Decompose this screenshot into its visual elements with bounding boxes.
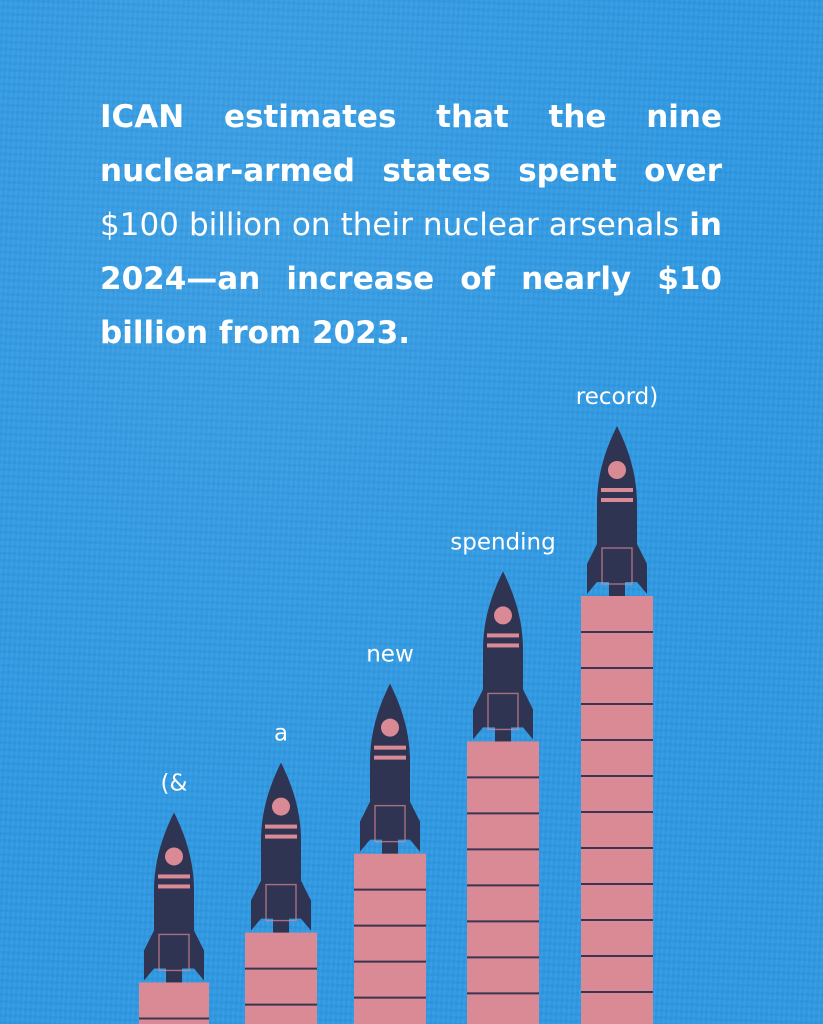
headline: ICAN estimates that the nine nuclear-arm… <box>100 90 722 360</box>
rocket-band <box>487 643 519 648</box>
rocket-window <box>272 797 290 816</box>
rocket-band <box>158 874 190 879</box>
rocket-band <box>601 498 633 502</box>
rocket-fin-left <box>251 880 261 931</box>
category-label: a <box>274 721 288 747</box>
rocket-panel <box>487 692 519 731</box>
rocket-fin-left <box>473 689 483 740</box>
rocket-band <box>265 834 297 839</box>
rocket-band <box>265 824 297 829</box>
category-label: (& <box>161 770 188 796</box>
bar-4 <box>467 741 539 1024</box>
category-label: new <box>366 642 414 668</box>
headline-bold-part-2: in 2024—an increase of nearly $10 billio… <box>100 207 722 351</box>
rocket-fin-left <box>144 930 154 981</box>
rocket-fin-left <box>360 801 370 852</box>
rocket-nozzle <box>166 944 182 983</box>
rocket-body <box>261 762 301 919</box>
rocket-nozzle <box>609 558 625 596</box>
rocket-panel <box>601 547 633 585</box>
labels-layer: (& a new spending record) <box>161 384 659 796</box>
rocket-panel <box>265 883 297 922</box>
bar-5 <box>581 596 653 1024</box>
rocket-window <box>494 606 512 625</box>
rocket-body <box>597 426 637 582</box>
rocket-band <box>158 884 190 889</box>
rocket-band <box>487 633 519 638</box>
rocket-icon <box>473 571 533 742</box>
rocket-icon <box>144 812 204 983</box>
bar-3 <box>354 853 426 1024</box>
rocket-icon <box>587 426 647 596</box>
rocket-band <box>601 488 633 492</box>
category-label: record) <box>576 384 658 410</box>
rocket-fin-left <box>587 544 597 594</box>
rocket-icon <box>251 762 311 933</box>
rocket-fin-right <box>523 689 533 740</box>
rocket-fin-right <box>410 801 420 852</box>
bar-2 <box>245 932 317 1024</box>
category-label: spending <box>450 529 555 555</box>
headline-light-part: $100 billion on their nuclear arsenals <box>100 207 690 243</box>
bar-1 <box>139 982 209 1024</box>
rocket-window <box>608 461 626 479</box>
rocket-panel <box>158 933 190 972</box>
rockets-layer <box>144 426 647 983</box>
rocket-nozzle <box>382 815 398 854</box>
rocket-icon <box>360 683 420 854</box>
rocket-body <box>370 683 410 840</box>
bars-layer <box>139 596 653 1024</box>
rocket-body <box>154 812 194 969</box>
rocket-window <box>381 718 399 737</box>
rocket-nozzle <box>273 894 289 933</box>
rocket-band <box>374 745 406 750</box>
rocket-fin-right <box>194 930 204 981</box>
rocket-fin-right <box>301 880 311 931</box>
rocket-body <box>483 571 523 728</box>
rocket-panel <box>374 804 406 843</box>
headline-bold-part-1: ICAN estimates that the nine nuclear-arm… <box>100 99 722 189</box>
rocket-fin-right <box>637 544 647 594</box>
rocket-window <box>165 847 183 866</box>
rocket-nozzle <box>495 703 511 742</box>
rocket-band <box>374 755 406 760</box>
